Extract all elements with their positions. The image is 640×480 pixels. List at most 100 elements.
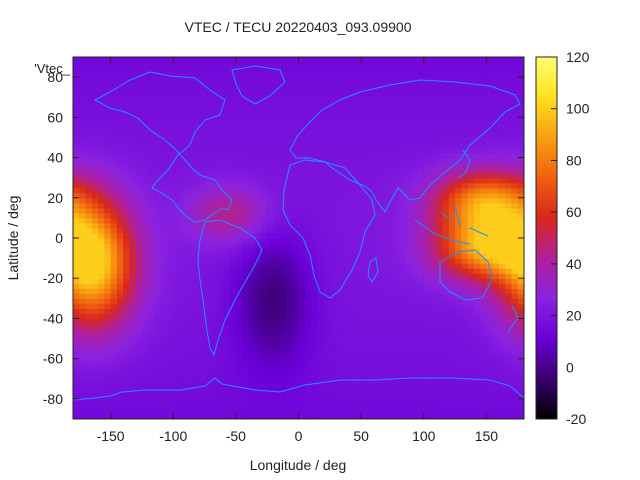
heatmap-cell (423, 258, 431, 264)
heatmap-cell (417, 212, 425, 219)
heatmap-cell (154, 258, 162, 264)
heatmap-cell (166, 162, 174, 169)
heatmap-cell (248, 318, 256, 325)
heatmap-cell (404, 97, 412, 103)
heatmap-cell (123, 197, 130, 204)
heatmap-cell (154, 227, 162, 234)
heatmap-cell (192, 353, 199, 360)
heatmap-cell (317, 348, 325, 355)
heatmap-cell (430, 383, 437, 390)
heatmap-cell (342, 177, 350, 184)
heatmap-cell (85, 187, 93, 194)
heatmap-cell (311, 333, 318, 340)
heatmap-cell (91, 132, 99, 139)
heatmap-cell (336, 278, 343, 284)
heatmap-cell (323, 102, 331, 108)
heatmap-cell (317, 127, 325, 134)
heatmap-cell (123, 338, 130, 345)
heatmap-cell (204, 87, 212, 93)
heatmap-cell (217, 122, 224, 128)
heatmap-cell (417, 137, 425, 144)
heatmap-cell (273, 72, 281, 78)
heatmap-cell (273, 298, 281, 304)
heatmap-cell (98, 197, 105, 204)
heatmap-cell (436, 368, 444, 375)
heatmap-cell (242, 132, 249, 139)
heatmap-cell (498, 127, 506, 134)
heatmap-cell (254, 172, 262, 179)
heatmap-cell (116, 298, 124, 304)
heatmap-cell (455, 398, 462, 405)
heatmap-cell (273, 162, 281, 169)
heatmap-cell (279, 232, 287, 239)
heatmap-cell (223, 303, 231, 309)
heatmap-cell (292, 152, 300, 159)
heatmap-cell (404, 308, 412, 315)
heatmap-cell (373, 142, 381, 149)
heatmap-cell (423, 167, 431, 174)
heatmap-cell (480, 157, 488, 164)
heatmap-cell (267, 177, 275, 184)
heatmap-cell (461, 177, 469, 184)
heatmap-cell (505, 268, 513, 274)
heatmap-cell (448, 403, 456, 410)
heatmap-cell (367, 408, 375, 415)
heatmap-cell (455, 92, 462, 98)
heatmap-cell (98, 147, 105, 154)
heatmap-cell (104, 127, 112, 134)
heatmap-cell (367, 97, 375, 103)
heatmap-cell (317, 373, 325, 380)
heatmap-cell (198, 398, 206, 405)
heatmap-cell (411, 348, 419, 355)
heatmap-cell (329, 373, 337, 380)
heatmap-cell (323, 348, 331, 355)
heatmap-cell (242, 248, 249, 254)
heatmap-cell (242, 313, 249, 320)
heatmap-cell (285, 358, 293, 365)
heatmap-cell (166, 222, 174, 229)
heatmap-cell (254, 393, 262, 400)
heatmap-cell (135, 313, 143, 320)
heatmap-cell (423, 72, 431, 78)
heatmap-cell (123, 413, 130, 419)
heatmap-cell (154, 202, 162, 209)
heatmap-cell (279, 152, 287, 159)
heatmap-cell (398, 343, 406, 350)
heatmap-cell (273, 333, 281, 340)
heatmap-cell (141, 293, 149, 299)
heatmap-cell (242, 207, 249, 214)
heatmap-cell (517, 303, 524, 309)
heatmap-cell (367, 202, 375, 209)
heatmap-cell (517, 92, 524, 98)
heatmap-cell (379, 333, 387, 340)
heatmap-cell (473, 348, 481, 355)
heatmap-cell (473, 258, 481, 264)
heatmap-cell (379, 283, 387, 289)
heatmap-cell (473, 338, 481, 345)
heatmap-cell (417, 343, 425, 350)
heatmap-cell (511, 202, 519, 209)
heatmap-cell (173, 273, 181, 279)
heatmap-cell (342, 308, 350, 315)
heatmap-cell (461, 82, 469, 88)
heatmap-cell (166, 358, 174, 365)
heatmap-cell (254, 232, 262, 239)
heatmap-cell (73, 383, 80, 390)
heatmap-cell (292, 97, 300, 103)
heatmap-cell (417, 338, 425, 345)
heatmap-cell (398, 253, 406, 259)
heatmap-cell (304, 348, 312, 355)
heatmap-cell (285, 222, 293, 229)
heatmap-cell (116, 273, 124, 279)
heatmap-cell (480, 102, 488, 108)
heatmap-cell (135, 87, 143, 93)
heatmap-cell (235, 343, 243, 350)
heatmap-cell (398, 318, 406, 325)
heatmap-cell (411, 192, 419, 199)
heatmap-cell (486, 263, 494, 269)
heatmap-cell (198, 238, 206, 244)
heatmap-cell (298, 303, 306, 309)
heatmap-cell (505, 172, 513, 179)
heatmap-cell (217, 187, 224, 194)
heatmap-cell (361, 273, 368, 279)
